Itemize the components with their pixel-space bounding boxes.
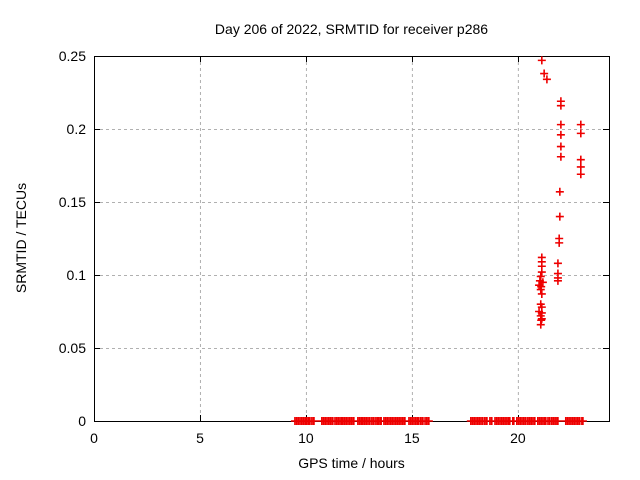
x-tick-label: 0 bbox=[90, 430, 98, 446]
zero-line-markers bbox=[290, 417, 587, 425]
y-tick-label: 0.1 bbox=[67, 267, 87, 283]
axis-ticks bbox=[94, 56, 609, 422]
grid-lines bbox=[94, 56, 609, 421]
x-tick-label: 5 bbox=[196, 430, 204, 446]
plot-border bbox=[94, 56, 610, 422]
x-tick-label: 10 bbox=[298, 430, 314, 446]
y-tick-label: 0 bbox=[78, 413, 86, 429]
y-tick-label: 0.15 bbox=[59, 194, 86, 210]
x-axis-label: GPS time / hours bbox=[298, 455, 405, 471]
scatter-markers bbox=[535, 56, 585, 329]
x-tick-label: 15 bbox=[404, 430, 420, 446]
y-tick-label: 0.2 bbox=[67, 121, 87, 137]
x-tick-label: 20 bbox=[510, 430, 526, 446]
y-tick-label: 0.25 bbox=[59, 48, 86, 64]
chart-title: Day 206 of 2022, SRMTID for receiver p28… bbox=[214, 21, 489, 37]
y-tick-label: 0.05 bbox=[59, 340, 86, 356]
